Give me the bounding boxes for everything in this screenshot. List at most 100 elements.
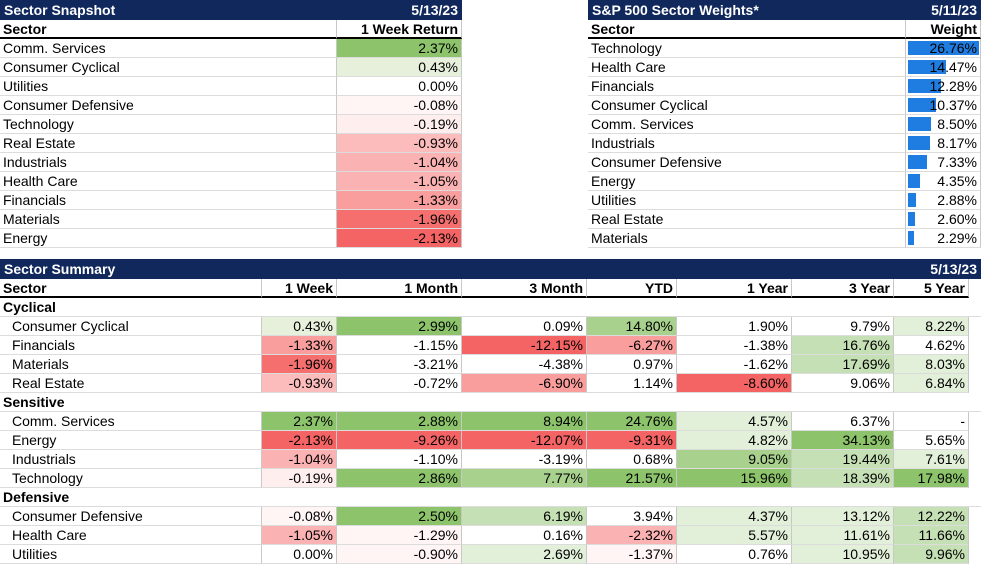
summary-sector-cell: Real Estate	[0, 374, 262, 393]
summary-value-cell: 15.96%	[677, 469, 792, 488]
weights-row: Consumer Defensive 7.33%	[588, 153, 981, 172]
snapshot-rows: Comm. Services 2.37% Consumer Cyclical 0.43…	[0, 39, 462, 248]
weights-value-cell: 8.50%	[906, 115, 981, 134]
weight-value: 2.60%	[937, 211, 977, 227]
weight-bar	[908, 117, 931, 131]
weight-bar	[908, 41, 979, 55]
summary-value-cell: 4.62%	[894, 336, 969, 355]
snapshot-return-cell: 2.37%	[337, 39, 462, 58]
snapshot-return-cell: -0.08%	[337, 96, 462, 115]
weights-value-cell: 4.35%	[906, 172, 981, 191]
weights-title-bar: S&P 500 Sector Weights* 5/11/23	[588, 0, 981, 20]
summary-value-cell: -6.27%	[587, 336, 677, 355]
summary-sector-cell: Comm. Services	[0, 412, 262, 431]
summary-sector-cell: Energy	[0, 431, 262, 450]
weight-value: 2.88%	[937, 192, 977, 208]
summary-body: Cyclical Consumer Cyclical 0.43% 2.99% 0.09%…	[0, 298, 981, 564]
snapshot-sector-cell: Real Estate	[0, 134, 337, 153]
summary-value-cell: 5.65%	[894, 431, 969, 450]
summary-value-cell: 19.44%	[792, 450, 894, 469]
summary-value-cell: -1.05%	[262, 526, 337, 545]
summary-row: Utilities 0.00% -0.90% 2.69% -1.37% 0.76% 10.9…	[0, 545, 981, 564]
snapshot-sector-cell: Comm. Services	[0, 39, 337, 58]
summary-row: Technology -0.19% 2.86% 7.77% 21.57% 15.96% 18…	[0, 469, 981, 488]
summary-value-cell: 2.88%	[337, 412, 462, 431]
summary-value-cell: 8.03%	[894, 355, 969, 374]
summary-value-cell: 2.99%	[337, 317, 462, 336]
weights-sector-cell: Materials	[588, 229, 906, 248]
summary-value-cell: -0.19%	[262, 469, 337, 488]
weights-value-cell: 8.17%	[906, 134, 981, 153]
summary-value-cell: 0.68%	[587, 450, 677, 469]
weights-row: Financials 12.28%	[588, 77, 981, 96]
summary-header-cell: 3 Year	[792, 279, 894, 298]
summary-header-cell: 5 Year	[894, 279, 969, 298]
summary-value-cell: -	[894, 412, 969, 431]
weight-value: 10.37%	[929, 97, 977, 113]
snapshot-row: Comm. Services 2.37%	[0, 39, 462, 58]
summary-value-cell: 18.39%	[792, 469, 894, 488]
summary-row: Energy -2.13% -9.26% -12.07% -9.31% 4.82% 34.1…	[0, 431, 981, 450]
sector-snapshot-panel: Sector Snapshot 5/13/23 Sector 1 Week Re…	[0, 0, 462, 248]
weight-bar	[908, 212, 915, 226]
summary-value-cell: 1.90%	[677, 317, 792, 336]
summary-value-cell: -0.08%	[262, 507, 337, 526]
summary-value-cell: 11.66%	[894, 526, 969, 545]
weights-row: Consumer Cyclical 10.37%	[588, 96, 981, 115]
summary-value-cell: -12.07%	[462, 431, 587, 450]
snapshot-row: Financials -1.33%	[0, 191, 462, 210]
summary-value-cell: -3.19%	[462, 450, 587, 469]
summary-value-cell: 8.22%	[894, 317, 969, 336]
summary-value-cell: 2.86%	[337, 469, 462, 488]
summary-value-cell: 6.84%	[894, 374, 969, 393]
snapshot-sector-cell: Materials	[0, 210, 337, 229]
summary-value-cell: 34.13%	[792, 431, 894, 450]
weight-value: 8.50%	[937, 116, 977, 132]
summary-sector-cell: Materials	[0, 355, 262, 374]
weights-sector-cell: Energy	[588, 172, 906, 191]
weights-value-cell: 10.37%	[906, 96, 981, 115]
summary-value-cell: -1.04%	[262, 450, 337, 469]
summary-value-cell: 0.16%	[462, 526, 587, 545]
weights-row: Utilities 2.88%	[588, 191, 981, 210]
snapshot-title-bar: Sector Snapshot 5/13/23	[0, 0, 462, 20]
summary-value-cell: 9.79%	[792, 317, 894, 336]
summary-value-cell: -0.72%	[337, 374, 462, 393]
weights-rows: Technology 26.76% Health Care 14.47% Financi…	[588, 39, 981, 248]
weights-row: Energy 4.35%	[588, 172, 981, 191]
weights-header-sector: Sector	[588, 20, 906, 39]
summary-sector-cell: Technology	[0, 469, 262, 488]
weights-row: Health Care 14.47%	[588, 58, 981, 77]
summary-header-cell: 1 Year	[677, 279, 792, 298]
snapshot-return-cell: -1.33%	[337, 191, 462, 210]
summary-row: Real Estate -0.93% -0.72% -6.90% 1.14% -8.60%…	[0, 374, 981, 393]
summary-header-cell: Sector	[0, 279, 262, 298]
summary-row: Financials -1.33% -1.15% -12.15% -6.27% -1.38…	[0, 336, 981, 355]
snapshot-row: Health Care -1.05%	[0, 172, 462, 191]
weights-sector-cell: Real Estate	[588, 210, 906, 229]
weights-row: Industrials 8.17%	[588, 134, 981, 153]
summary-value-cell: 16.76%	[792, 336, 894, 355]
summary-value-cell: -0.90%	[337, 545, 462, 564]
summary-value-cell: -6.90%	[462, 374, 587, 393]
snapshot-return-cell: -1.96%	[337, 210, 462, 229]
summary-value-cell: 0.00%	[262, 545, 337, 564]
summary-value-cell: 4.82%	[677, 431, 792, 450]
summary-value-cell: 6.37%	[792, 412, 894, 431]
snapshot-row: Consumer Cyclical 0.43%	[0, 58, 462, 77]
weights-header-weight: Weight	[906, 20, 981, 39]
summary-row: Materials -1.96% -3.21% -4.38% 0.97% -1.62% 17…	[0, 355, 981, 374]
snapshot-sector-cell: Industrials	[0, 153, 337, 172]
summary-sector-cell: Financials	[0, 336, 262, 355]
weights-row: Technology 26.76%	[588, 39, 981, 58]
summary-sector-cell: Consumer Defensive	[0, 507, 262, 526]
summary-value-cell: 9.06%	[792, 374, 894, 393]
summary-value-cell: 24.76%	[587, 412, 677, 431]
summary-title: Sector Summary	[4, 261, 116, 277]
weight-bar	[908, 98, 936, 112]
summary-value-cell: 4.57%	[677, 412, 792, 431]
summary-value-cell: -2.13%	[262, 431, 337, 450]
summary-value-cell: -0.93%	[262, 374, 337, 393]
snapshot-header-return: 1 Week Return	[337, 20, 462, 39]
snapshot-row: Industrials -1.04%	[0, 153, 462, 172]
